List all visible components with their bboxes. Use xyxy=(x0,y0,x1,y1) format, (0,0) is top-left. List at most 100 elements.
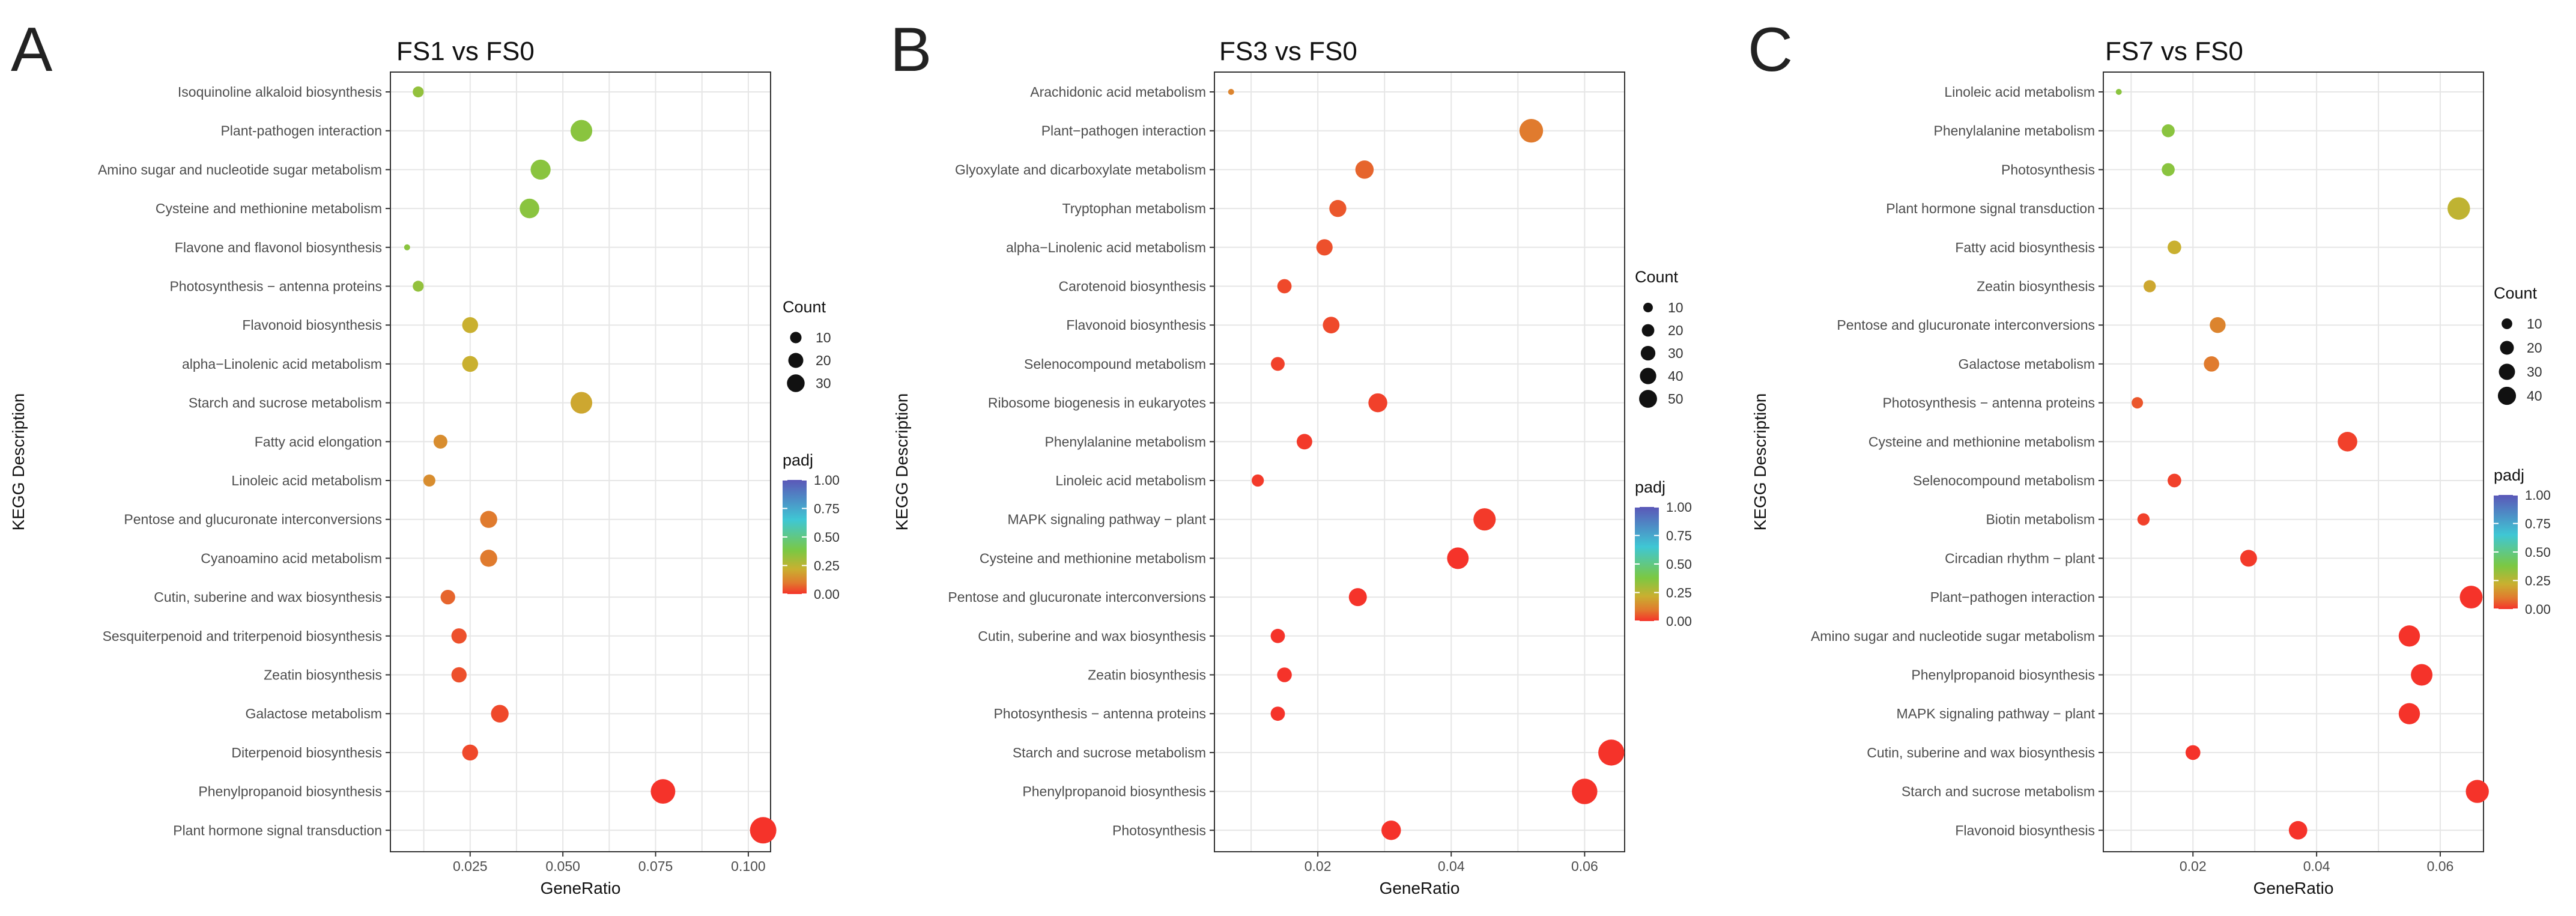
count-legend-dot xyxy=(1639,390,1657,408)
count-legend-label: 50 xyxy=(1668,391,1683,407)
y-tick-label: Phenylalanine metabolism xyxy=(1045,434,1207,449)
data-point xyxy=(2398,703,2420,724)
count-legend-dot xyxy=(787,374,805,392)
count-legend-dot xyxy=(2499,363,2515,380)
count-legend-dot xyxy=(788,353,804,368)
y-tick-label: Linoleic acid metabolism xyxy=(1055,473,1206,488)
data-point xyxy=(2162,124,2175,138)
y-tick-label: Ribosome biogenesis in eukaryotes xyxy=(988,395,1206,411)
y-tick-label: Photosynthesis − antenna proteins xyxy=(1882,395,2095,411)
count-legend-label: 30 xyxy=(2527,364,2542,380)
count-legend-label: 20 xyxy=(816,353,831,368)
y-tick-label: Cysteine and methionine metabolism xyxy=(1868,434,2095,449)
padj-tick-label: 0.75 xyxy=(814,502,840,517)
data-point xyxy=(2459,586,2483,609)
padj-legend: padj 0.00 0.25 0.50 0.75 1.00 xyxy=(1635,478,1692,629)
padj-tick-label: 1.00 xyxy=(2525,488,2551,503)
data-point xyxy=(571,392,593,414)
padj-tick-label: 0.50 xyxy=(1666,557,1692,572)
y-tick-label: Sesquiterpenoid and triterpenoid biosynt… xyxy=(103,628,382,644)
count-legend-dot xyxy=(2502,318,2512,329)
panel-a: Isoquinoline alkaloid biosynthesis Plant-… xyxy=(9,15,840,897)
y-tick-label: Plant−pathogen interaction xyxy=(1041,123,1206,139)
data-point xyxy=(1381,820,1401,840)
count-legend-label: 20 xyxy=(2527,340,2542,356)
data-point xyxy=(2185,745,2201,760)
y-tick-label: Linoleic acid metabolism xyxy=(231,473,382,488)
padj-tick-label: 0.00 xyxy=(2525,602,2551,617)
data-point xyxy=(423,474,435,487)
padj-tick-label: 0.00 xyxy=(1666,614,1692,629)
y-tick-label: Flavonoid biosynthesis xyxy=(1066,317,1206,333)
y-tick-label: Cyanoamino acid metabolism xyxy=(201,550,382,566)
y-tick-label: Flavone and flavonol biosynthesis xyxy=(175,240,382,255)
data-point xyxy=(2132,397,2144,409)
count-legend-dot xyxy=(1640,368,1656,384)
y-tick-label: Pentose and glucuronate interconversions xyxy=(1837,317,2095,333)
panel-title: FS7 vs FS0 xyxy=(2105,37,2243,66)
data-point xyxy=(750,817,777,844)
x-tick-label: 0.025 xyxy=(453,858,488,874)
count-legend-dot xyxy=(1643,303,1653,312)
padj-tick-label: 0.50 xyxy=(2525,545,2551,560)
data-point xyxy=(650,779,676,804)
y-tick-label: Carotenoid biosynthesis xyxy=(1059,279,1206,294)
data-point xyxy=(530,159,551,180)
y-tick-label: Isoquinoline alkaloid biosynthesis xyxy=(178,84,382,100)
data-point xyxy=(480,550,497,567)
data-point xyxy=(1368,393,1387,413)
y-tick-label: Photosynthesis − antenna proteins xyxy=(993,706,1206,721)
plot-area xyxy=(2103,71,2484,852)
data-point xyxy=(462,317,479,333)
padj-legend: padj 0.00 0.25 0.50 0.75 1.00 xyxy=(2494,466,2551,617)
count-legend: Count 10 20 30 40 50 xyxy=(1635,268,1683,408)
y-tick-label: Cutin, suberine and wax biosynthesis xyxy=(154,589,382,605)
plot-border xyxy=(2103,71,2484,852)
y-tick-label: Phenylpropanoid biosynthesis xyxy=(1022,784,1206,799)
y-tick-label: Zeatin biosynthesis xyxy=(1088,667,1206,683)
data-point xyxy=(1329,199,1347,217)
y-axis-label: KEGG Description xyxy=(9,393,28,531)
y-tick-label: MAPK signaling pathway − plant xyxy=(1896,706,2095,721)
panel-letter: A xyxy=(11,15,53,85)
x-tick-label: 0.075 xyxy=(638,858,673,874)
x-tick-label: 0.06 xyxy=(1571,858,1598,874)
y-tick-label: Cutin, suberine and wax biosynthesis xyxy=(978,628,1206,644)
y-tick-label: Starch and sucrose metabolism xyxy=(1013,745,1206,760)
count-legend-title: Count xyxy=(783,298,826,316)
plot-border xyxy=(1214,71,1625,852)
x-tick-label: 0.02 xyxy=(1305,858,1332,874)
count-legend-dot xyxy=(2500,341,2514,355)
data-point xyxy=(2210,317,2226,333)
y-tick-label: Pentose and glucuronate interconversions xyxy=(948,589,1206,605)
data-point xyxy=(1519,119,1544,143)
y-tick-label: Cysteine and methionine metabolism xyxy=(156,201,382,216)
y-tick-label: Starch and sucrose metabolism xyxy=(189,395,382,411)
y-tick-label: Pentose and glucuronate interconversions xyxy=(124,512,382,527)
y-axis-label: KEGG Description xyxy=(893,393,911,531)
y-tick-label: Selenocompound metabolism xyxy=(1913,473,2095,488)
data-point xyxy=(480,511,497,528)
padj-tick-label: 0.75 xyxy=(1666,529,1692,544)
data-point xyxy=(2115,89,2122,95)
data-point xyxy=(413,281,424,292)
y-tick-label: Plant-pathogen interaction xyxy=(220,123,382,139)
data-point xyxy=(571,120,593,142)
x-tick-label: 0.06 xyxy=(2427,858,2454,874)
data-point xyxy=(2411,664,2433,686)
y-tick-label: Cutin, suberine and wax biosynthesis xyxy=(1867,745,2095,760)
data-point xyxy=(2137,513,2150,526)
y-tick-label: Diterpenoid biosynthesis xyxy=(231,745,382,760)
data-point xyxy=(1572,778,1598,804)
plot-border xyxy=(390,71,771,852)
x-tick-label: 0.04 xyxy=(1438,858,1465,874)
plot-area xyxy=(1214,71,1625,852)
y-tick-label: Cysteine and methionine metabolism xyxy=(980,550,1206,566)
y-tick-label: Flavonoid biosynthesis xyxy=(242,317,382,333)
data-point xyxy=(451,628,467,644)
panel-title: FS3 vs FS0 xyxy=(1219,37,1357,66)
data-point xyxy=(1271,357,1285,371)
data-point xyxy=(2144,280,2156,293)
count-legend-label: 10 xyxy=(816,330,831,345)
data-point xyxy=(1323,317,1340,334)
